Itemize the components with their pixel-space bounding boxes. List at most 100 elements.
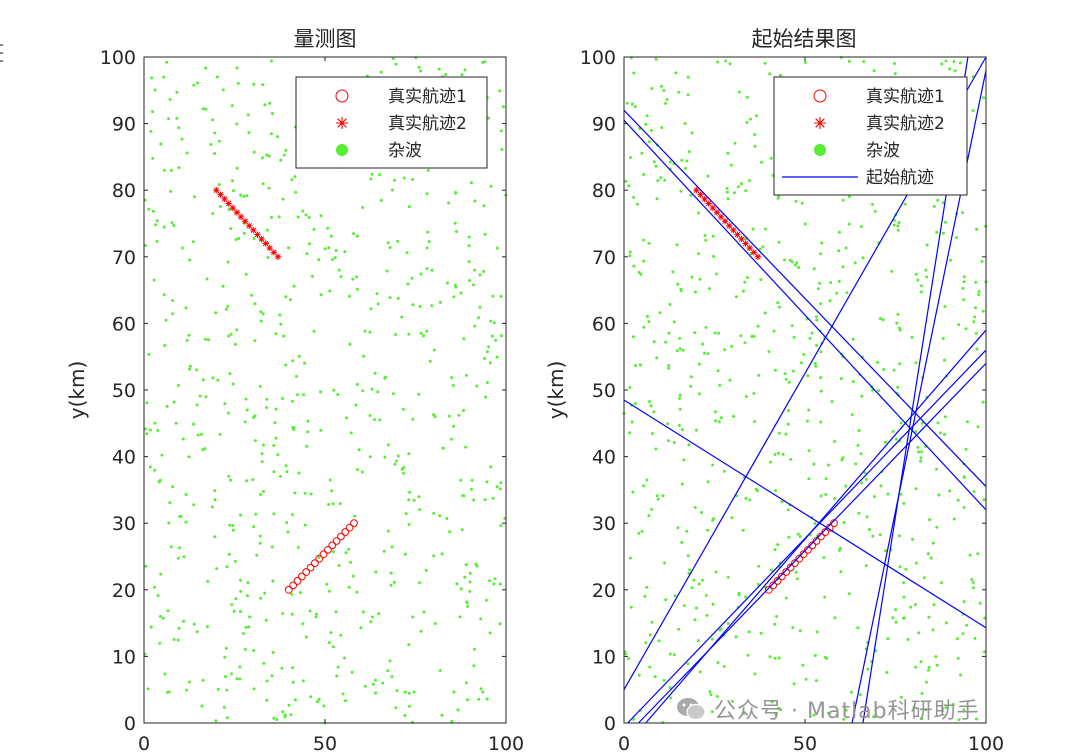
clutter-point — [273, 421, 277, 425]
clutter-point — [708, 287, 711, 291]
clutter-point — [642, 259, 646, 263]
clutter-point — [407, 523, 411, 526]
clutter-point — [972, 490, 976, 493]
clutter-point — [892, 223, 896, 227]
clutter-point — [644, 122, 648, 126]
clutter-point — [638, 363, 642, 367]
clutter-point — [180, 246, 184, 250]
clutter-point — [941, 231, 945, 235]
clutter-point — [631, 490, 635, 494]
clutter-point — [637, 531, 641, 535]
clutter-point — [914, 430, 918, 433]
clutter-point — [805, 419, 809, 423]
clutter-point — [962, 298, 966, 302]
track2-point — [258, 235, 265, 243]
clutter-point — [770, 700, 774, 704]
clutter-point — [896, 385, 900, 389]
clutter-point — [897, 326, 901, 330]
clutter-point — [485, 381, 489, 384]
clutter-point — [759, 278, 763, 282]
clutter-point — [229, 478, 232, 482]
y-tick-label: 50 — [592, 380, 616, 402]
clutter-point — [455, 582, 459, 586]
clutter-point — [158, 615, 162, 618]
clutter-point — [896, 312, 900, 316]
clutter-point — [265, 406, 269, 410]
clutter-point — [794, 570, 798, 574]
clutter-point — [725, 186, 729, 190]
clutter-point — [168, 98, 172, 101]
clutter-point — [982, 96, 986, 100]
clutter-point — [224, 307, 228, 311]
clutter-point — [327, 503, 331, 506]
clutter-point — [891, 430, 895, 433]
clutter-point — [954, 236, 958, 240]
clutter-point — [303, 361, 306, 365]
clutter-point — [383, 376, 387, 380]
clutter-point — [737, 591, 741, 595]
clutter-point — [711, 602, 715, 606]
clutter-point — [422, 610, 426, 614]
clutter-point — [629, 156, 632, 159]
clutter-point — [402, 176, 406, 180]
clutter-point — [146, 687, 150, 691]
clutter-point — [350, 670, 354, 674]
clutter-point — [499, 524, 503, 528]
clutter-point — [792, 682, 796, 686]
clutter-point — [252, 525, 256, 529]
clutter-point — [388, 246, 392, 249]
clutter-point — [259, 310, 263, 314]
clutter-point — [239, 589, 243, 593]
clutter-point — [943, 415, 947, 419]
clutter-point — [344, 699, 347, 703]
clutter-point — [447, 414, 451, 418]
track1-point — [803, 545, 812, 554]
clutter-point — [783, 372, 787, 376]
clutter-point — [647, 320, 651, 324]
clutter-point — [228, 523, 232, 527]
clutter-point — [357, 448, 361, 452]
clutter-point — [459, 587, 463, 591]
clutter-point — [278, 313, 282, 317]
clutter-point — [943, 305, 947, 308]
clutter-point — [780, 500, 784, 504]
clutter-point — [258, 534, 262, 538]
clutter-point — [895, 321, 899, 325]
clutter-point — [884, 549, 887, 553]
clutter-point — [390, 188, 394, 192]
clutter-point — [265, 698, 269, 702]
clutter-point — [655, 356, 659, 360]
clutter-point — [681, 348, 685, 352]
clutter-point — [757, 564, 761, 568]
track1-point — [795, 554, 804, 563]
clutter-point — [433, 622, 437, 625]
clutter-point — [685, 159, 689, 163]
clutter-point — [838, 230, 841, 234]
track1-point — [808, 541, 817, 550]
clutter-point — [386, 241, 390, 245]
clutter-point — [962, 275, 966, 279]
clutter-point — [894, 620, 898, 624]
clutter-point — [746, 653, 750, 657]
clutter-point — [451, 384, 455, 387]
clutter-point — [356, 468, 359, 472]
clutter-point — [217, 139, 221, 143]
clutter-point — [898, 565, 902, 569]
y-tick-label: 90 — [112, 114, 136, 136]
clutter-point — [687, 150, 691, 154]
clutter-point — [430, 268, 434, 272]
clutter-point — [815, 630, 819, 634]
clutter-point — [703, 351, 706, 355]
clutter-point — [662, 89, 666, 92]
clutter-point — [290, 612, 294, 616]
track1-point — [310, 559, 319, 568]
clutter-point — [682, 458, 686, 462]
track1-point — [289, 581, 298, 590]
clutter-point — [236, 81, 240, 85]
clutter-point — [656, 179, 660, 183]
clutter-point — [813, 521, 817, 525]
clutter-point — [337, 268, 341, 272]
clutter-point — [419, 331, 423, 335]
clutter-point — [472, 664, 476, 668]
clutter-point — [370, 172, 374, 176]
